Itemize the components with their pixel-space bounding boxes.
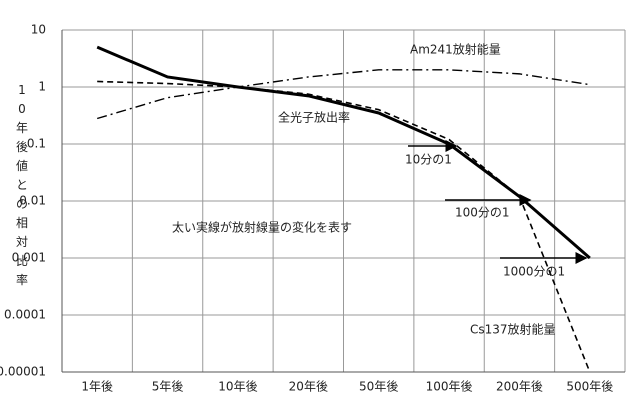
y-tick-label: 0.00001 [0,365,46,379]
x-tick-label: 100年後 [426,380,473,394]
series-line [96,45,591,260]
series-line [96,69,590,120]
x-tick-label: 1年後 [81,380,113,394]
x-tick-label: 5年後 [152,380,184,394]
y-tick-label: 0.001 [12,251,46,265]
annotation: 100分の1 [455,206,510,220]
annotation: 太い実線が放射線量の変化を表す [172,220,352,235]
y-tick-label: 1 [38,80,46,94]
y-axis-label: 1 0 年後値との相対比率 [16,83,28,287]
series-label: 全光子放出率 [278,110,350,125]
series-label: Cs137放射能量 [470,322,556,337]
series-label: Am241放射能量 [410,42,501,57]
x-tick-label: 500年後 [566,380,613,394]
y-tick-label: 0.1 [27,137,46,151]
x-tick-label: 20年後 [289,380,328,394]
x-tick-label: 50年後 [359,380,398,394]
x-tick-label: 200年後 [496,380,543,394]
y-tick-label: 10 [31,23,46,37]
series-line [97,80,591,373]
y-tick-label: 0.01 [19,194,46,208]
y-tick-label: 0.0001 [4,308,46,322]
annotation: 1000分の1 [503,265,565,279]
annotation: 10分の1 [405,153,452,167]
x-tick-label: 10年後 [218,380,257,394]
